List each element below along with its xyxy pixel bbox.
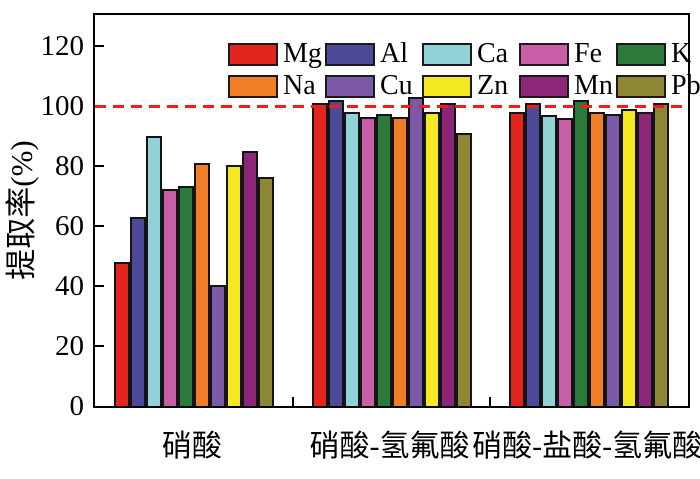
bar-pb-1	[455, 133, 472, 406]
legend-label: Mg	[283, 38, 322, 69]
legend-item-ca: Ca	[422, 38, 519, 69]
bar-fe-0	[161, 188, 178, 406]
y-tick	[95, 165, 104, 167]
legend-swatch-icon	[519, 42, 569, 66]
legend-label: Cu	[380, 70, 413, 101]
legend-item-al: Al	[325, 38, 422, 69]
legend-swatch-icon	[422, 74, 472, 98]
bar-al-2	[525, 103, 542, 406]
bar-fe-2	[557, 118, 574, 406]
legend-item-zn: Zn	[422, 70, 519, 101]
bar-mg-2	[509, 112, 526, 406]
bar-na-2	[589, 112, 606, 406]
legend-label: Zn	[477, 70, 509, 101]
bar-mn-0	[241, 151, 258, 406]
legend-swatch-icon	[228, 74, 278, 98]
bar-mn-2	[637, 112, 654, 406]
y-tick	[95, 285, 104, 287]
y-tick-label: 40	[55, 270, 84, 302]
bar-fe-1	[359, 116, 376, 406]
legend: Mg Al Ca Fe K Na Cu Zn Mn Pb	[228, 38, 700, 105]
bar-k-2	[573, 100, 590, 406]
reference-line	[95, 104, 688, 108]
bar-al-1	[327, 100, 344, 406]
y-tick	[95, 45, 104, 47]
bar-group	[509, 15, 670, 406]
y-tick-label: 120	[40, 30, 85, 62]
legend-swatch-icon	[616, 42, 666, 66]
bar-pb-2	[653, 103, 670, 406]
legend-label: K	[671, 38, 692, 69]
y-tick-label: 0	[69, 390, 85, 422]
bar-zn-2	[621, 109, 638, 406]
x-tick	[291, 397, 294, 406]
legend-label: Fe	[574, 38, 602, 69]
legend-label: Na	[283, 70, 316, 101]
bar-ca-1	[343, 112, 360, 406]
bar-zn-0	[225, 164, 242, 406]
legend-swatch-icon	[422, 42, 472, 66]
x-category-label: 硝酸	[161, 430, 222, 463]
bar-pb-0	[257, 176, 274, 406]
bar-al-0	[129, 217, 146, 406]
y-tick	[95, 225, 104, 227]
legend-swatch-icon	[616, 74, 666, 98]
legend-item-mn: Mn	[519, 70, 616, 101]
bar-group	[113, 15, 274, 406]
bar-zn-1	[423, 112, 440, 406]
y-tick-label: 60	[55, 210, 84, 242]
bar-ca-0	[145, 136, 162, 406]
bar-mg-0	[113, 262, 130, 406]
legend-item-k: K	[616, 38, 700, 69]
y-tick-label: 80	[55, 150, 84, 182]
bar-cu-0	[209, 284, 226, 406]
x-category-label: 硝酸-盐酸-氢氟酸	[472, 430, 700, 463]
bar-k-0	[177, 185, 194, 406]
plot-area: Mg Al Ca Fe K Na Cu Zn Mn Pb	[93, 13, 700, 408]
legend-swatch-icon	[228, 42, 278, 66]
legend-item-cu: Cu	[325, 70, 422, 101]
legend-item-mg: Mg	[228, 38, 325, 69]
x-tick	[489, 397, 492, 406]
legend-item-fe: Fe	[519, 38, 616, 69]
bar-mn-1	[439, 103, 456, 406]
y-tick	[95, 345, 104, 347]
legend-label: Ca	[477, 38, 509, 69]
x-category-label: 硝酸-氢氟酸	[309, 430, 470, 463]
bar-na-1	[391, 116, 408, 406]
y-tick-label: 100	[40, 90, 85, 122]
bar-cu-1	[407, 97, 424, 406]
bar-na-0	[193, 163, 210, 406]
legend-swatch-icon	[519, 74, 569, 98]
bar-mg-1	[311, 103, 328, 406]
bar-ca-2	[541, 115, 558, 406]
legend-swatch-icon	[325, 42, 375, 66]
legend-label: Al	[380, 38, 408, 69]
bar-cu-2	[605, 113, 622, 406]
bar-group	[311, 15, 472, 406]
legend-item-pb: Pb	[616, 70, 700, 101]
legend-item-na: Na	[228, 70, 325, 101]
legend-label: Pb	[671, 70, 700, 101]
bar-k-1	[375, 113, 392, 406]
legend-label: Mn	[574, 70, 613, 101]
legend-row: Na Cu Zn Mn Pb	[228, 70, 700, 101]
legend-swatch-icon	[325, 74, 375, 98]
legend-row: Mg Al Ca Fe K	[228, 38, 700, 69]
y-tick-label: 20	[55, 330, 84, 362]
